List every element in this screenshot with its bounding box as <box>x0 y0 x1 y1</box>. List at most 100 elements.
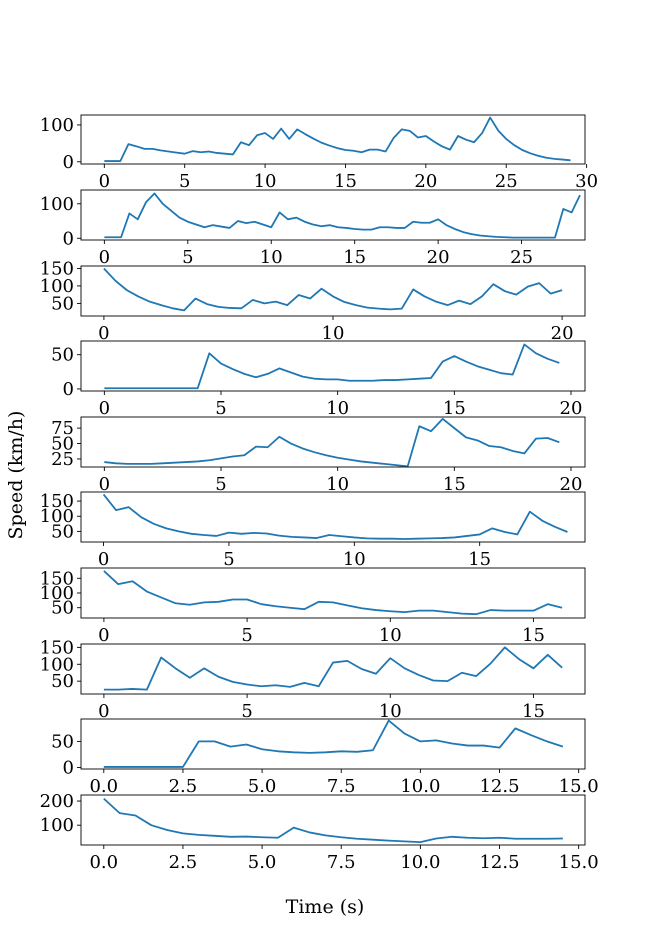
speed-series-line-5 <box>104 417 560 468</box>
speed-series-line-6 <box>102 493 568 540</box>
subplot-frame <box>80 416 586 468</box>
x-tick-label: 30 <box>575 171 598 192</box>
y-tick-label: 50 <box>51 434 74 455</box>
y-tick-label: 75 <box>51 418 74 439</box>
x-tick-label: 15 <box>443 398 466 419</box>
y-tick-label: 100 <box>40 276 74 297</box>
y-tick-label: 150 <box>40 258 74 279</box>
x-tick-label: 10 <box>326 398 349 419</box>
x-tick-label: 15 <box>443 474 466 495</box>
x-tick-label: 20 <box>560 474 583 495</box>
y-tick-label: 50 <box>51 345 74 366</box>
x-tick-label: 0 <box>98 323 109 344</box>
y-tick-label: 50 <box>51 671 74 692</box>
x-tick-label: 12.5 <box>479 852 519 873</box>
x-tick-label: 0.0 <box>89 776 118 797</box>
x-tick-label: 12.5 <box>479 776 519 797</box>
x-tick-label: 7.5 <box>327 852 356 873</box>
subplot-10: 0.0 2.5 5.0 7.5 10.0 12.5 15.0 100 200 <box>40 791 599 873</box>
x-tick-label: 10 <box>254 171 277 192</box>
x-tick-label: 0 <box>99 171 110 192</box>
y-tick-label: 100 <box>40 506 74 527</box>
x-tick-label: 0 <box>99 247 110 268</box>
y-tick-label: 100 <box>40 194 74 215</box>
x-tick-label: 15.0 <box>559 852 599 873</box>
x-tick-label: 25 <box>510 247 533 268</box>
x-tick-label: 5 <box>179 171 190 192</box>
x-tick-label: 20 <box>551 323 574 344</box>
subplot-4: 0 5 10 15 20 0 50 <box>51 340 586 419</box>
x-tick-label: 10.0 <box>400 852 440 873</box>
x-tick-label: 0 <box>98 625 109 646</box>
subplot-frame <box>80 491 586 543</box>
x-tick-label: 5 <box>215 398 226 419</box>
x-tick-label: 15 <box>522 625 545 646</box>
y-tick-label: 0 <box>63 379 74 400</box>
y-tick-label: 150 <box>40 568 74 589</box>
y-tick-label: 200 <box>40 791 74 812</box>
y-axis-label: Speed (km/h) <box>5 411 27 540</box>
x-tick-label: 10 <box>343 549 366 570</box>
y-tick-label: 100 <box>40 583 74 604</box>
x-tick-label: 5 <box>241 701 252 722</box>
x-tick-label: 7.5 <box>327 776 356 797</box>
x-tick-label: 10 <box>379 625 402 646</box>
x-tick-label: 10 <box>322 323 345 344</box>
subplot-frame <box>80 265 586 317</box>
x-tick-label: 0 <box>98 549 109 570</box>
x-tick-label: 15 <box>334 171 357 192</box>
speed-series-line-10 <box>103 797 563 843</box>
subplot-frame <box>80 340 586 392</box>
speed-series-line-3 <box>103 267 563 312</box>
x-tick-label: 15.0 <box>559 776 599 797</box>
x-axis-label: Time (s) <box>286 896 365 918</box>
x-tick-label: 5.0 <box>248 852 277 873</box>
y-tick-label: 50 <box>51 598 74 619</box>
y-tick-label: 50 <box>51 731 74 752</box>
speed-series-line-1 <box>104 116 571 162</box>
subplot-frame <box>80 643 586 695</box>
x-tick-label: 2.5 <box>169 776 198 797</box>
y-tick-label: 0 <box>63 152 74 173</box>
y-tick-label: 25 <box>51 449 74 470</box>
x-tick-label: 25 <box>495 171 518 192</box>
y-tick-label: 0 <box>63 228 74 249</box>
subplot-frame <box>80 189 586 241</box>
x-tick-label: 15 <box>522 701 545 722</box>
subplot-9: 0.0 2.5 5.0 7.5 10.0 12.5 15.0 0 50 <box>51 718 599 797</box>
x-tick-label: 0 <box>99 398 110 419</box>
x-tick-label: 5.0 <box>248 776 277 797</box>
y-tick-label: 150 <box>40 637 74 658</box>
speed-series-line-9 <box>103 719 564 768</box>
x-tick-label: 5 <box>223 549 234 570</box>
x-tick-label: 15 <box>343 247 366 268</box>
y-tick-label: 0 <box>63 757 74 778</box>
subplot-frame <box>80 794 586 846</box>
y-tick-label: 100 <box>40 115 74 136</box>
y-tick-label: 50 <box>51 293 74 314</box>
x-tick-label: 2.5 <box>169 852 198 873</box>
x-tick-label: 0.0 <box>89 852 118 873</box>
x-tick-label: 20 <box>560 398 583 419</box>
x-tick-label: 5 <box>182 247 193 268</box>
y-tick-label: 150 <box>40 491 74 512</box>
y-tick-label: 50 <box>51 521 74 542</box>
y-tick-label: 100 <box>40 815 74 836</box>
speed-series-line-2 <box>104 192 581 239</box>
x-tick-label: 0 <box>99 474 110 495</box>
x-tick-label: 10 <box>326 474 349 495</box>
y-tick-label: 100 <box>40 654 74 675</box>
subplot-frame <box>80 114 586 165</box>
speed-series-line-8 <box>103 646 563 691</box>
x-tick-label: 0 <box>98 701 109 722</box>
x-tick-label: 20 <box>427 247 450 268</box>
x-tick-label: 10.0 <box>400 776 440 797</box>
subplot-1: 0 5 10 15 20 25 30 0 100 <box>40 114 598 192</box>
x-tick-label: 5 <box>241 625 252 646</box>
